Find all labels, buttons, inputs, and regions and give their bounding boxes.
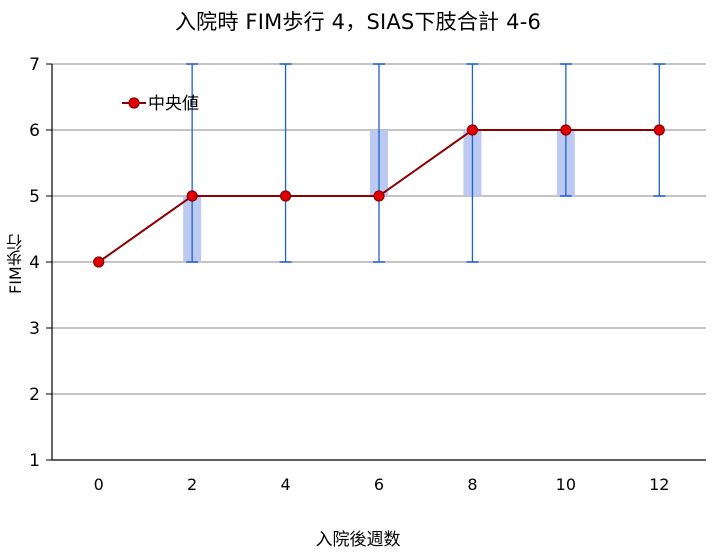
y-tick-label-6: 6 — [29, 121, 40, 141]
data-point-6 — [373, 190, 385, 202]
x-axis-label: 入院後週数 — [315, 530, 401, 550]
legend-label: 中央値 — [148, 94, 199, 114]
y-tick-label-3: 3 — [29, 319, 40, 339]
y-tick-label-1: 1 — [29, 451, 40, 471]
legend-marker — [128, 97, 140, 109]
x-tick-label-4: 4 — [280, 475, 290, 494]
data-point-0 — [93, 256, 105, 268]
y-tick-label-5: 5 — [29, 187, 40, 207]
data-point-8 — [466, 124, 479, 136]
data-point-2 — [186, 190, 198, 202]
x-tick-label-10: 10 — [556, 475, 576, 494]
data-point-12 — [653, 124, 665, 136]
x-tick-label-12: 12 — [649, 475, 669, 494]
y-tick-label-7: 7 — [29, 55, 40, 75]
y-tick-label-4: 4 — [29, 253, 40, 273]
data-point-10 — [560, 124, 572, 136]
y-tick-label-2: 2 — [29, 385, 40, 405]
data-point-4 — [279, 190, 292, 202]
x-tick-label-2: 2 — [187, 475, 197, 494]
x-tick-label-8: 8 — [467, 475, 477, 494]
x-tick-label-0: 0 — [94, 475, 104, 494]
x-tick-label-6: 6 — [374, 475, 384, 494]
chart-title: 入院時 FIM歩行 4，SIAS下肢合計 4-6 — [174, 10, 542, 34]
